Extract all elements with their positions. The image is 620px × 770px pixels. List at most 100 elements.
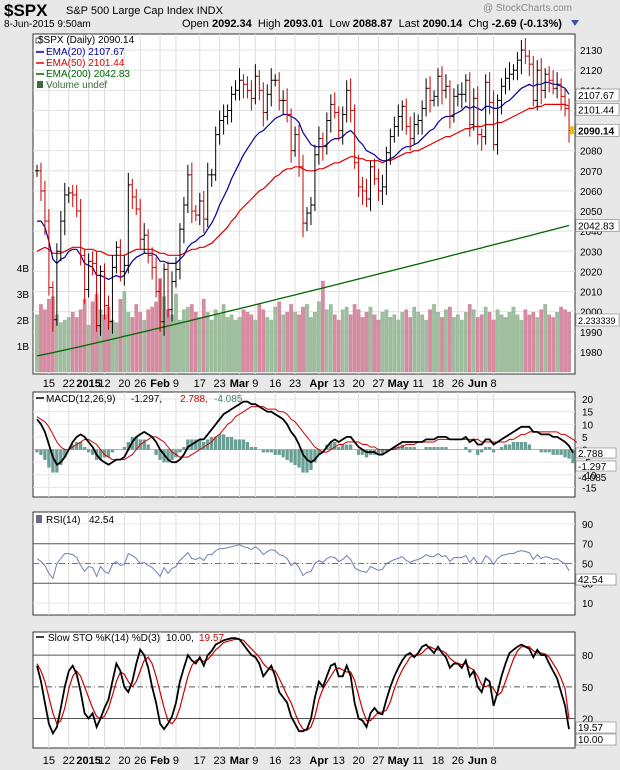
macd-hist-bar — [412, 447, 416, 450]
price-tick-label: 1990 — [580, 328, 603, 339]
volume-axis-label: 2B — [17, 316, 30, 327]
bottom-x-tick-label: 23 — [289, 755, 301, 767]
ohlc-bar — [201, 190, 206, 234]
volume-axis-label: 3B — [17, 290, 30, 301]
ohlc-bar — [475, 86, 480, 145]
rsi-marker: 42.54 — [578, 575, 603, 586]
macd-hist-bar — [499, 447, 504, 450]
ohlc-bar — [173, 257, 178, 288]
macd-hist-bar — [241, 439, 246, 450]
volume-bar — [313, 312, 317, 373]
macd-hist-bar — [317, 449, 321, 455]
ohlc-bar — [384, 146, 389, 195]
volume-bar — [265, 317, 270, 373]
ohlc-bar — [289, 108, 294, 163]
macd-hist-bar — [337, 447, 341, 450]
volume-bar — [511, 306, 516, 373]
ohlc-bar — [344, 80, 349, 123]
macd-hist-bar — [380, 449, 385, 455]
sto-k-marker-box — [575, 733, 617, 746]
ohlc-bar — [70, 184, 75, 208]
bottom-x-tick-label: 12 — [98, 755, 110, 767]
macd-hist-bar — [217, 434, 222, 450]
volume-bar — [432, 304, 436, 373]
macd-hist-bar — [348, 444, 353, 450]
ohlc-bar — [336, 106, 341, 141]
bottom-x-tick-label: 18 — [432, 755, 444, 767]
macd-hist-bar — [237, 439, 242, 450]
ema200-marker-box — [575, 219, 620, 232]
ohlc-bar — [197, 192, 202, 226]
ohlc-bar — [35, 164, 39, 177]
volume-bar — [82, 299, 87, 373]
price-x-tick-label: Jun — [468, 378, 488, 390]
volume-bar — [491, 319, 496, 373]
price-x-tick-label: Apr — [309, 378, 329, 390]
volume-bar — [456, 314, 460, 373]
ohlc-bar — [467, 72, 472, 137]
macd-hist-bar — [170, 449, 174, 460]
bottom-x-tick-label: May — [388, 755, 410, 767]
bottom-x-tick-label: 16 — [269, 755, 281, 767]
volume-bar — [475, 317, 480, 373]
macd-legend-v3: -4.085 — [214, 394, 243, 405]
ohlc-bar — [265, 84, 270, 121]
ohlc-bar — [293, 126, 298, 157]
volume-bar — [186, 306, 190, 373]
stochastic-panel-background — [32, 631, 576, 749]
macd-hist-bar — [198, 439, 202, 450]
volume-bar — [408, 317, 413, 373]
volume-bar — [360, 317, 365, 373]
volume-bar — [384, 309, 389, 373]
low-value: 2088.87 — [352, 18, 393, 30]
price-x-tick-label: 16 — [269, 378, 281, 390]
macd-hist-bar — [225, 436, 230, 450]
ohlc-bar — [130, 178, 135, 210]
ema20-marker-box — [575, 88, 620, 102]
bottom-x-tick-label: 15 — [43, 755, 55, 767]
ohlc-bar — [46, 209, 51, 296]
price-x-tick-label: Mar — [230, 378, 250, 390]
volume-bar — [39, 304, 43, 373]
volume-bar — [35, 314, 39, 373]
volume-bar — [535, 317, 540, 373]
last-value: 2090.14 — [422, 18, 463, 30]
ohlc-bar — [555, 72, 560, 99]
ohlc-bar — [348, 78, 353, 123]
rsi-legend-name: RSI(14) — [46, 515, 80, 526]
volume-bar — [249, 314, 254, 373]
ohlc-bar — [158, 279, 163, 332]
macd-hist-bar — [424, 447, 428, 450]
ohlc-bar — [233, 80, 238, 101]
bottom-x-tick-label: 22 — [63, 755, 75, 767]
ohlc-bar — [499, 78, 504, 115]
macd-hist-bar — [174, 449, 178, 458]
ohlc-bar — [229, 86, 234, 123]
volume-bar — [261, 309, 266, 373]
ohlc-bar — [320, 132, 325, 161]
ohlc-bar — [543, 68, 548, 99]
rsi-tick-label: 90 — [582, 520, 594, 531]
macd-hist-bar — [82, 447, 87, 450]
bottom-x-tick-label: Jun — [468, 755, 488, 767]
volume-bar — [503, 317, 508, 373]
bottom-x-tick-label: 27 — [372, 755, 384, 767]
bottom-x-tick-label: Feb — [150, 755, 170, 767]
ohlc-bar — [356, 154, 361, 197]
macd-hist-bar — [313, 449, 317, 463]
legend-title: $SPX (Daily) 2090.14 — [38, 35, 135, 46]
price-x-tick-label: 11 — [412, 378, 423, 390]
macd-hist-bar — [277, 449, 281, 455]
macd-signal-marker: 2.788 — [578, 449, 603, 460]
volume-bar — [289, 304, 293, 373]
volume-bar — [209, 319, 214, 373]
price-x-tick-label: 20 — [352, 378, 364, 390]
price-x-tick-label: 13 — [333, 378, 345, 390]
volume-bar — [229, 314, 234, 373]
sto-k-line — [36, 637, 570, 736]
ohlc-bar — [428, 76, 433, 113]
volume-bar — [555, 312, 559, 373]
macd-hist-bar — [364, 449, 369, 458]
macd-hist-bar — [186, 439, 190, 450]
